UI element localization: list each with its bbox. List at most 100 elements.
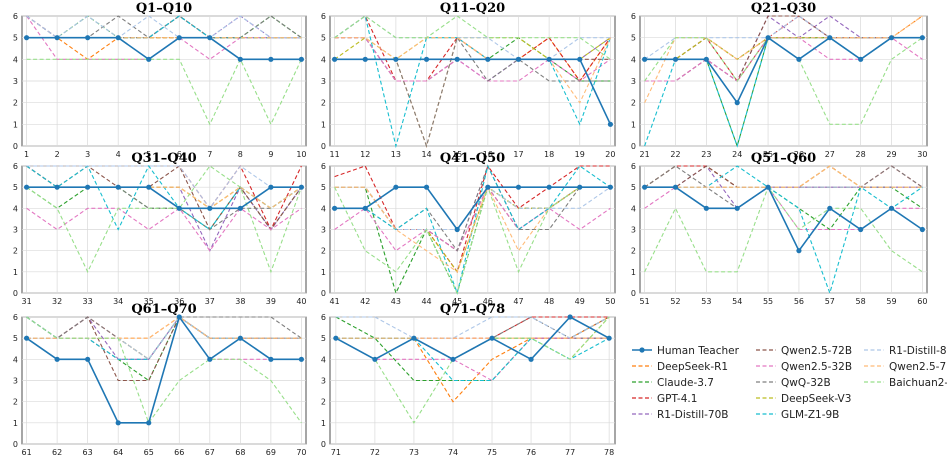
series-line [335,316,610,339]
x-tick-label: 9 [268,150,273,159]
data-point [423,56,430,62]
series-line [26,207,302,252]
y-tick-label: 1 [321,268,326,277]
x-tick-label: 11 [330,150,340,159]
data-point [577,184,583,190]
x-tick-label: 63 [83,448,93,457]
data-point [703,56,709,62]
y-tick-label: 2 [13,247,18,256]
legend-label: Qwen2.5-7B [889,361,947,373]
data-point [515,184,522,190]
x-tick-label: 78 [604,448,614,457]
x-tick-label: 16 [483,150,493,159]
data-point [333,335,339,341]
y-tick-label: 4 [13,355,18,364]
x-tick-label: 1 [24,150,29,159]
legend-label: DeepSeek-V3 [781,393,851,405]
data-point [146,420,152,426]
data-point [372,356,378,362]
x-tick-label: 41 [330,297,340,306]
y-tick-label: 6 [13,12,18,21]
y-tick-label: 4 [13,204,18,213]
data-point [919,35,925,41]
data-point [703,205,709,211]
y-tick-label: 0 [631,142,636,151]
data-point [298,56,305,62]
data-point [528,356,534,362]
x-tick-label: 61 [21,448,31,457]
data-point [85,356,91,362]
x-tick-label: 2 [55,150,60,159]
series-line [334,15,611,60]
data-point [298,356,305,362]
legend-label: QwQ-32B [781,377,831,389]
data-point [567,314,573,320]
y-tick-label: 4 [13,55,18,64]
x-tick-label: 31 [21,297,31,306]
series-line [644,37,923,60]
data-point [176,205,182,211]
x-tick-label: 23 [701,150,711,159]
data-point [54,35,60,41]
data-point [672,184,679,190]
legend-label: Human Teacher [657,345,740,357]
data-point [827,35,833,41]
y-tick-label: 5 [631,183,636,192]
legend-label: DeepSeek-R1 [657,361,728,373]
data-point [268,356,274,362]
legend-marker [639,347,645,353]
series-line [26,315,302,424]
x-tick-label: 72 [370,448,380,457]
panel-title: Q1–Q10 [136,1,192,16]
y-tick-label: 6 [631,12,636,21]
y-tick-label: 0 [321,142,326,151]
legend-label: R1-Distill-8B [889,345,947,357]
x-tick-label: 34 [113,297,123,306]
y-tick-label: 6 [631,162,636,171]
data-point [331,56,338,62]
x-tick-label: 45 [452,297,462,306]
y-tick-label: 3 [321,226,326,235]
x-tick-label: 29 [886,150,896,159]
x-tick-label: 10 [296,150,306,159]
y-tick-label: 6 [321,12,326,21]
x-tick-label: 5 [146,150,151,159]
y-tick-label: 1 [631,268,636,277]
series-line [644,165,923,188]
y-tick-label: 3 [321,377,326,386]
data-point [485,56,491,62]
data-point [146,184,152,190]
x-tick-label: 35 [144,297,154,306]
x-tick-label: 58 [856,297,866,306]
y-tick-label: 3 [321,77,326,86]
x-tick-label: 46 [483,297,493,306]
y-tick-label: 4 [321,355,326,364]
y-tick-label: 4 [631,55,636,64]
x-tick-label: 8 [238,150,243,159]
data-point [734,205,740,211]
y-tick-label: 0 [13,289,18,298]
x-tick-label: 17 [513,150,523,159]
data-point [672,56,679,62]
x-tick-label: 62 [52,448,62,457]
y-tick-label: 1 [13,268,18,277]
data-point [207,205,213,211]
data-point [606,335,612,341]
x-tick-label: 40 [296,297,306,306]
x-tick-label: 3 [85,150,90,159]
y-tick-label: 6 [321,313,326,322]
legend-label: GLM-Z1-9B [781,409,839,421]
data-point [146,56,152,62]
series-line [644,186,923,273]
x-tick-label: 76 [526,448,536,457]
y-tick-label: 1 [321,120,326,129]
x-tick-label: 54 [732,297,742,306]
x-tick-label: 12 [360,150,370,159]
data-point [515,56,522,62]
data-point [607,121,614,127]
data-point [734,100,740,106]
x-tick-label: 55 [763,297,773,306]
y-tick-label: 3 [13,377,18,386]
